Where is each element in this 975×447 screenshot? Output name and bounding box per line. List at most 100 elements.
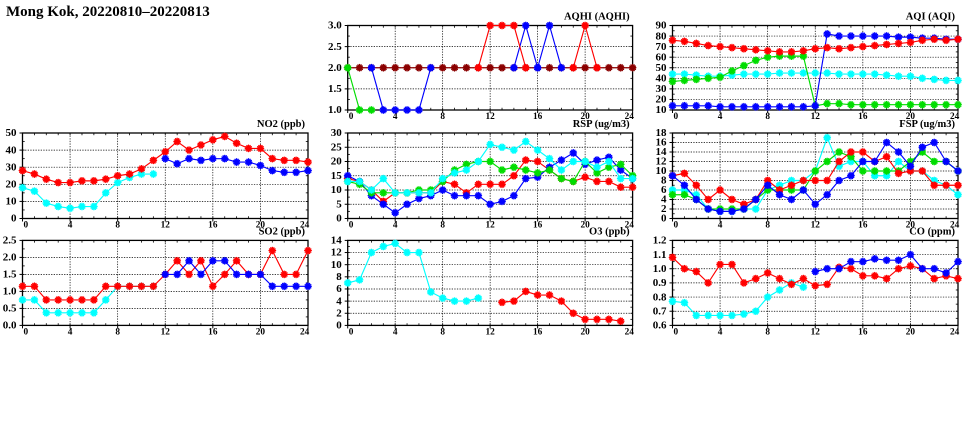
svg-text:4: 4	[393, 221, 398, 231]
svg-text:0.5: 0.5	[3, 303, 17, 315]
svg-text:8: 8	[765, 112, 770, 122]
svg-text:8: 8	[765, 328, 770, 338]
svg-text:16: 16	[533, 328, 543, 338]
svg-text:AQHI (AQHI): AQHI (AQHI)	[564, 12, 630, 23]
svg-text:24: 24	[625, 328, 635, 338]
svg-text:8: 8	[115, 221, 120, 231]
svg-text:1.5: 1.5	[328, 83, 342, 95]
svg-text:3.0: 3.0	[328, 20, 342, 32]
svg-text:AQI (AQI): AQI (AQI)	[906, 12, 956, 23]
svg-text:14: 14	[331, 235, 343, 247]
svg-text:RSP (ug/m3): RSP (ug/m3)	[573, 119, 630, 130]
svg-text:12: 12	[161, 328, 171, 338]
svg-text:12: 12	[811, 221, 821, 231]
svg-text:8: 8	[440, 328, 445, 338]
svg-text:12: 12	[811, 112, 821, 122]
svg-text:16: 16	[208, 328, 218, 338]
svg-text:40: 40	[656, 73, 668, 85]
svg-text:4: 4	[336, 295, 342, 307]
svg-text:4: 4	[718, 221, 723, 231]
svg-text:20: 20	[656, 94, 668, 106]
svg-text:40: 40	[6, 144, 18, 156]
svg-text:80: 80	[656, 30, 668, 42]
svg-text:0: 0	[24, 328, 29, 338]
svg-text:2: 2	[336, 307, 342, 319]
svg-text:0: 0	[674, 112, 679, 122]
svg-text:8: 8	[336, 271, 342, 283]
svg-text:16: 16	[858, 328, 868, 338]
svg-text:2.5: 2.5	[3, 235, 17, 247]
svg-text:20: 20	[6, 179, 18, 191]
svg-text:5: 5	[336, 198, 342, 210]
svg-text:24: 24	[300, 328, 310, 338]
svg-text:0.0: 0.0	[3, 320, 17, 332]
svg-text:2.5: 2.5	[328, 41, 342, 53]
svg-text:O3 (ppb): O3 (ppb)	[589, 226, 630, 237]
svg-text:NO2 (ppb): NO2 (ppb)	[257, 119, 306, 130]
svg-text:90: 90	[656, 20, 668, 32]
svg-text:8: 8	[115, 328, 120, 338]
svg-text:4: 4	[68, 328, 73, 338]
svg-text:4: 4	[718, 328, 723, 338]
svg-text:16: 16	[533, 221, 543, 231]
svg-text:70: 70	[656, 41, 668, 53]
svg-text:8: 8	[440, 112, 445, 122]
svg-text:30: 30	[6, 161, 18, 173]
svg-text:20: 20	[580, 328, 590, 338]
svg-text:1.1: 1.1	[653, 249, 667, 261]
svg-text:0: 0	[336, 213, 342, 225]
svg-text:18: 18	[656, 127, 668, 139]
svg-text:2.0: 2.0	[328, 62, 342, 74]
svg-text:0: 0	[674, 328, 679, 338]
svg-text:8: 8	[440, 221, 445, 231]
svg-text:16: 16	[858, 112, 868, 122]
svg-text:50: 50	[6, 127, 18, 139]
svg-text:10: 10	[656, 104, 668, 116]
svg-text:12: 12	[811, 328, 821, 338]
svg-text:0: 0	[674, 221, 679, 231]
svg-text:1.0: 1.0	[328, 104, 342, 116]
svg-text:10: 10	[331, 184, 343, 196]
svg-text:0: 0	[349, 112, 354, 122]
svg-text:1.0: 1.0	[653, 263, 667, 275]
svg-text:4: 4	[68, 221, 73, 231]
svg-text:12: 12	[331, 247, 343, 259]
svg-text:4: 4	[718, 112, 723, 122]
svg-text:12: 12	[486, 328, 496, 338]
svg-text:0.9: 0.9	[653, 277, 667, 289]
svg-text:8: 8	[765, 221, 770, 231]
svg-text:0.6: 0.6	[653, 320, 667, 332]
svg-text:0.8: 0.8	[653, 291, 667, 303]
svg-text:1.5: 1.5	[3, 269, 17, 281]
svg-text:SO2 (ppb): SO2 (ppb)	[259, 226, 306, 237]
svg-text:1.0: 1.0	[3, 286, 17, 298]
svg-text:12: 12	[161, 221, 171, 231]
svg-text:20: 20	[256, 328, 266, 338]
svg-text:FSP (ug/m3): FSP (ug/m3)	[899, 119, 955, 130]
svg-text:15: 15	[331, 170, 343, 182]
svg-text:60: 60	[656, 51, 668, 63]
svg-text:1.2: 1.2	[653, 235, 667, 247]
svg-text:20: 20	[906, 328, 916, 338]
svg-text:24: 24	[950, 328, 960, 338]
svg-text:25: 25	[331, 141, 343, 153]
svg-text:16: 16	[533, 112, 543, 122]
svg-text:0: 0	[24, 221, 29, 231]
svg-text:10: 10	[331, 259, 343, 271]
svg-text:16: 16	[208, 221, 218, 231]
svg-text:30: 30	[331, 127, 343, 139]
svg-text:12: 12	[486, 112, 496, 122]
svg-text:0.7: 0.7	[653, 305, 667, 317]
svg-text:0: 0	[349, 221, 354, 231]
svg-text:4: 4	[393, 328, 398, 338]
svg-text:6: 6	[336, 283, 342, 295]
svg-text:12: 12	[486, 221, 496, 231]
svg-text:2.0: 2.0	[3, 252, 17, 264]
svg-text:50: 50	[656, 62, 668, 74]
svg-text:30: 30	[656, 83, 668, 95]
svg-text:0: 0	[336, 320, 342, 332]
svg-text:0: 0	[11, 213, 17, 225]
svg-text:16: 16	[858, 221, 868, 231]
svg-text:0: 0	[349, 328, 354, 338]
svg-text:10: 10	[6, 196, 18, 208]
